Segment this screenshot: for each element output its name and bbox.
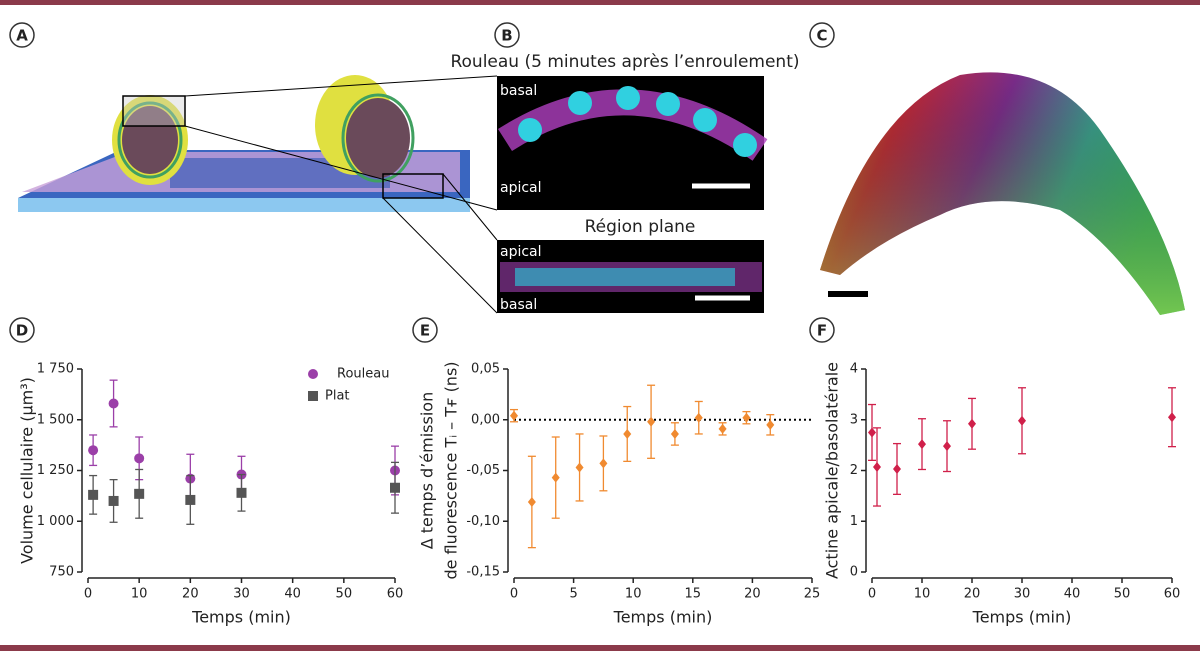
image-label: apical — [500, 180, 542, 196]
bottom-border — [0, 645, 1200, 651]
image-label: basal — [500, 297, 537, 313]
y-tick-label: 4 — [850, 362, 858, 377]
y-tick-label: -0,05 — [466, 463, 500, 478]
image-label: basal — [500, 83, 537, 99]
point — [88, 445, 99, 456]
point — [694, 412, 703, 423]
y-tick-label: 2 — [850, 463, 858, 478]
image-subtitle: Région plane — [585, 217, 696, 237]
point — [134, 453, 145, 464]
dome-c — [820, 72, 1185, 316]
y-tick-label: -0,10 — [466, 514, 500, 529]
x-tick-label: 0 — [868, 587, 876, 602]
y-tick-label: 1 — [850, 514, 858, 529]
panel-badge — [9, 22, 35, 48]
x-tick-label: 20 — [964, 587, 981, 602]
y-axis-label: de fluorescence Tᵢ – Tғ (ns) — [442, 361, 461, 579]
illustration-a — [18, 75, 498, 314]
image-title: Rouleau (5 minutes après l’enroulement) — [450, 52, 799, 72]
x-tick-label: 60 — [387, 587, 404, 602]
x-tick-label: 10 — [131, 587, 148, 602]
x-tick-label: 50 — [336, 587, 353, 602]
y-tick-label: -0,15 — [466, 565, 500, 580]
x-axis-label: Temps (min) — [191, 608, 291, 627]
panel-letter: C — [816, 27, 827, 45]
point — [1168, 412, 1176, 423]
point — [134, 488, 145, 499]
top-border — [0, 0, 1200, 5]
y-axis-label: Actine apicale/basolatérale — [823, 362, 842, 579]
x-tick-label: 5 — [569, 587, 577, 602]
point — [918, 439, 926, 450]
point — [868, 427, 876, 438]
point — [968, 418, 976, 429]
microscopy-b — [497, 76, 768, 313]
point — [185, 494, 196, 505]
x-tick-label: 15 — [685, 587, 702, 602]
x-tick-label: 0 — [84, 587, 92, 602]
panel-letter: D — [16, 322, 28, 340]
y-tick-label: 0,05 — [471, 362, 500, 377]
point — [88, 489, 99, 500]
point — [108, 495, 119, 506]
y-tick-label: 750 — [49, 565, 74, 580]
point — [1018, 415, 1026, 426]
y-axis-label: Δ temps d’émission — [418, 392, 437, 549]
y-tick-label: 1 250 — [37, 463, 74, 478]
point — [308, 369, 318, 379]
point — [527, 496, 536, 507]
panel-letter: E — [420, 322, 430, 340]
x-tick-label: 10 — [914, 587, 931, 602]
x-tick-label: 40 — [1064, 587, 1081, 602]
x-axis-label: Temps (min) — [972, 608, 1072, 627]
panel-badge — [9, 317, 35, 343]
panel-letter: A — [16, 27, 28, 45]
legend-label: Plat — [325, 389, 350, 404]
x-tick-label: 0 — [510, 587, 518, 602]
x-tick-label: 30 — [1014, 587, 1031, 602]
point — [893, 463, 901, 474]
point — [766, 419, 775, 430]
panel-badge — [809, 317, 835, 343]
x-tick-label: 30 — [233, 587, 250, 602]
point — [575, 462, 584, 473]
x-tick-label: 25 — [804, 587, 821, 602]
y-tick-label: 3 — [850, 412, 858, 427]
panel-badge — [412, 317, 438, 343]
panel-letter: F — [817, 322, 827, 340]
point — [599, 458, 608, 469]
point — [742, 412, 751, 423]
point — [390, 482, 400, 493]
point — [551, 472, 560, 483]
y-tick-label: 1 000 — [37, 514, 74, 529]
panel-badge — [809, 22, 835, 48]
x-tick-label: 20 — [182, 587, 199, 602]
y-axis-label: Volume cellulaire (µm³) — [18, 377, 37, 564]
point — [943, 441, 951, 452]
y-tick-label: 0,00 — [471, 412, 500, 427]
point — [670, 428, 679, 439]
x-tick-label: 50 — [1114, 587, 1131, 602]
x-tick-label: 20 — [744, 587, 761, 602]
y-tick-label: 1 750 — [37, 362, 74, 377]
point — [718, 423, 727, 434]
panel-badge — [494, 22, 520, 48]
point — [873, 461, 881, 472]
x-tick-label: 60 — [1164, 587, 1181, 602]
point — [108, 398, 119, 409]
y-tick-label: 0 — [850, 565, 858, 580]
point — [647, 416, 656, 427]
y-tick-label: 1 500 — [37, 412, 74, 427]
point — [308, 391, 318, 401]
x-axis-label: Temps (min) — [613, 608, 713, 627]
point — [236, 487, 247, 498]
image-label: apical — [500, 244, 542, 260]
point — [510, 410, 518, 421]
legend-label: Rouleau — [337, 367, 389, 382]
panel-letter: B — [501, 27, 512, 45]
x-tick-label: 40 — [284, 587, 301, 602]
point — [623, 428, 632, 439]
x-tick-label: 10 — [625, 587, 642, 602]
